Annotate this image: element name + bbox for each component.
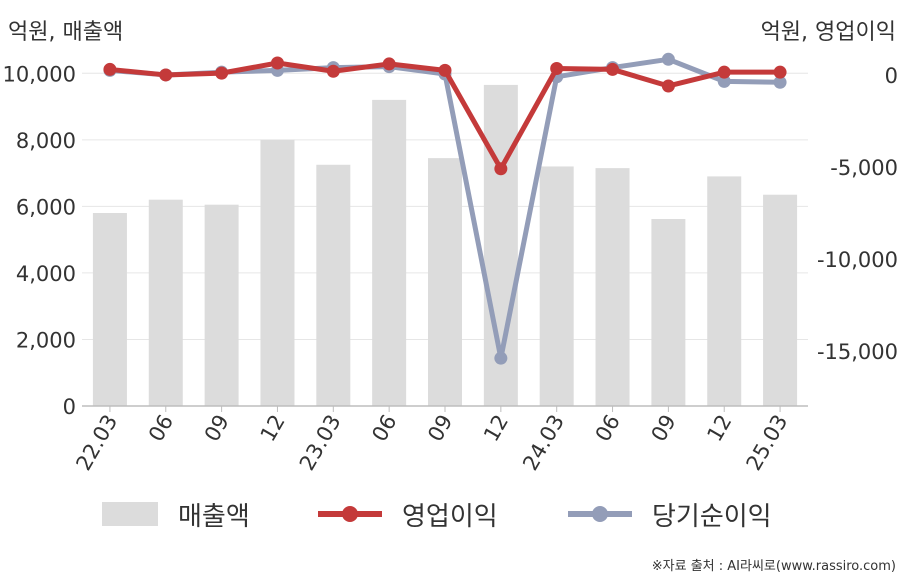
operating-profit-point [717, 65, 731, 79]
x-tick-label: 09 [423, 411, 457, 446]
x-tick-label: 06 [144, 411, 178, 446]
operating-profit-point [438, 63, 452, 77]
revenue-bar [428, 158, 462, 406]
right-tick-label: -10,000 [817, 248, 898, 272]
left-tick-label: 2,000 [16, 328, 76, 352]
legend-swatch-net-income [568, 502, 632, 526]
revenue-bar [148, 199, 183, 406]
net-income-point [717, 74, 731, 88]
x-tick-label: 09 [200, 411, 234, 446]
legend-swatch-revenue [102, 502, 158, 526]
left-tick-label: 6,000 [16, 195, 76, 219]
x-tick-label: 06 [367, 411, 401, 446]
left-tick-label: 10,000 [3, 62, 76, 86]
axes [82, 405, 808, 412]
profit-lines [103, 52, 787, 365]
operating-profit-point [661, 79, 675, 93]
left-tick-label: 4,000 [16, 262, 76, 286]
revenue-bar [92, 213, 127, 406]
legend-item-net-income: 당기순이익 [568, 494, 772, 534]
right-tick-label: 0 [885, 64, 898, 88]
right-tick-label: -15,000 [817, 340, 898, 364]
operating-profit-point [103, 62, 117, 76]
operating-profit-point [270, 56, 284, 70]
revenue-bar [763, 194, 798, 406]
net-income-point [494, 351, 508, 365]
revenue-bar [595, 168, 630, 406]
revenue-bar [707, 176, 742, 406]
operating-profit-point [382, 57, 396, 71]
operating-profit-point [326, 64, 340, 78]
legend-item-operating-profit: 영업이익 [318, 494, 498, 534]
operating-profit-point [494, 162, 508, 176]
revenue-bar [651, 219, 686, 406]
left-tick-label: 8,000 [16, 129, 76, 153]
legend-label-net-income: 당기순이익 [652, 501, 772, 532]
net-income-point [661, 52, 675, 66]
left-axis-label: 억원, 매출액 [8, 20, 124, 45]
x-tick-label: 06 [591, 411, 625, 446]
legend: 매출액 영업이익 당기순이익 [0, 494, 908, 534]
net-income-point [773, 75, 787, 89]
x-tick-label: 12 [479, 411, 513, 446]
x-tick-label: 09 [647, 411, 681, 446]
x-tick-label: 22.03 [71, 411, 122, 475]
legend-swatch-operating-profit [318, 502, 382, 526]
legend-label-revenue: 매출액 [178, 501, 250, 532]
x-tick-label: 12 [702, 411, 736, 446]
operating-profit-point [215, 66, 229, 80]
source-note: ※자료 출처 : AI라씨로(www.rassiro.com) [651, 559, 896, 574]
revenue-bar [372, 99, 407, 407]
x-tick-label: 24.03 [518, 411, 569, 475]
revenue-bars [92, 84, 798, 407]
operating-profit-point [159, 68, 173, 82]
x-tick-label: 12 [256, 411, 290, 446]
right-tick-label: -5,000 [830, 156, 898, 180]
operating-profit-point [606, 62, 620, 76]
x-tick-label: 23.03 [295, 411, 346, 475]
x-tick-label: 25.03 [742, 411, 793, 475]
legend-item-revenue: 매출액 [102, 494, 250, 534]
revenue-bar [316, 164, 351, 406]
right-axis-label: 억원, 영업이익 [760, 20, 896, 45]
revenue-bar [204, 204, 239, 406]
left-tick-label: 0 [63, 395, 76, 419]
operating-profit-point [773, 65, 787, 79]
revenue-bar [260, 139, 295, 406]
operating-profit-point [550, 62, 564, 76]
revenue-bar [539, 166, 574, 406]
legend-label-operating-profit: 영업이익 [402, 501, 498, 532]
